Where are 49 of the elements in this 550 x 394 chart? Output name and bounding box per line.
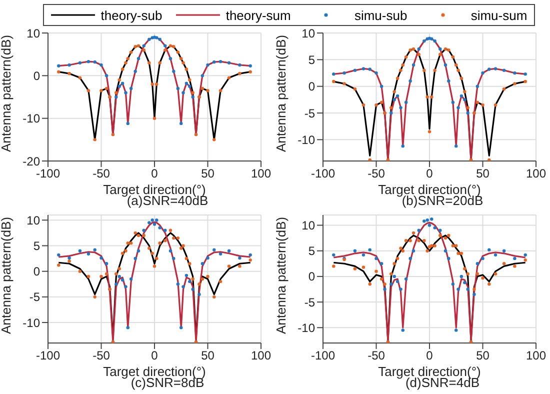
x-tick-label: -50 bbox=[368, 166, 386, 181]
legend-label: simu-sub bbox=[354, 8, 408, 22]
y-tick-label: 10 bbox=[302, 218, 316, 232]
x-tick-label: 50 bbox=[476, 348, 490, 363]
y-axis-title: Antenna pattern(dB) bbox=[274, 34, 289, 152]
x-axis-title: Target direction(°) bbox=[103, 364, 206, 379]
y-tick-label: 0 bbox=[308, 80, 316, 94]
y-tick-label: 10 bbox=[26, 26, 40, 40]
x-tick-label: -100 bbox=[310, 348, 336, 363]
y-tick-label: 0 bbox=[33, 264, 40, 279]
x-tick-label: 50 bbox=[201, 348, 215, 363]
x-tick-label: 100 bbox=[250, 166, 272, 181]
x-axis-title: Target direction(°) bbox=[378, 364, 481, 379]
y-tick-label: -5 bbox=[304, 295, 316, 310]
x-tick-label: -100 bbox=[36, 166, 60, 181]
x-tick-label: -50 bbox=[92, 166, 110, 181]
x-tick-label: 50 bbox=[201, 166, 215, 181]
y-tick-label: -5 bbox=[304, 106, 316, 120]
legend-label: theory-sub bbox=[100, 8, 162, 22]
y-tick-label: -10 bbox=[298, 132, 316, 147]
y-axis-title: Antenna pattern(dB) bbox=[0, 216, 14, 334]
x-tick-label: -50 bbox=[92, 348, 110, 363]
legend-label: theory-sum bbox=[226, 8, 291, 22]
y-tick-label: 5 bbox=[308, 52, 316, 67]
y-tick-label: 5 bbox=[308, 244, 316, 258]
x-tick-label: 0 bbox=[151, 348, 158, 363]
x-tick-label: 50 bbox=[476, 166, 490, 181]
y-axis-title: Antenna pattern(dB) bbox=[274, 216, 289, 334]
legend-label: simu-sum bbox=[470, 8, 528, 22]
x-tick-label: -100 bbox=[36, 348, 60, 363]
x-tick-label: 0 bbox=[426, 166, 434, 181]
y-tick-label: 5 bbox=[33, 238, 40, 253]
x-tick-label: -50 bbox=[368, 348, 386, 363]
x-tick-label: 0 bbox=[151, 166, 158, 181]
y-tick-label: -10 bbox=[22, 316, 40, 330]
y-tick-label: 10 bbox=[26, 213, 40, 228]
y-tick-label: -10 bbox=[298, 320, 316, 335]
y-axis-title: Antenna pattern(dB) bbox=[0, 34, 14, 152]
y-tick-label: 0 bbox=[33, 68, 40, 83]
x-tick-label: -100 bbox=[310, 166, 336, 181]
y-tick-label: -10 bbox=[22, 112, 40, 126]
x-tick-label: 100 bbox=[526, 348, 546, 363]
x-tick-label: 0 bbox=[426, 348, 434, 363]
y-tick-label: 10 bbox=[302, 26, 316, 40]
y-tick-label: -5 bbox=[29, 290, 40, 304]
x-tick-label: 100 bbox=[250, 348, 272, 363]
y-tick-label: 0 bbox=[308, 270, 316, 284]
x-tick-label: 100 bbox=[526, 166, 546, 181]
y-tick-label: -20 bbox=[22, 154, 40, 168]
